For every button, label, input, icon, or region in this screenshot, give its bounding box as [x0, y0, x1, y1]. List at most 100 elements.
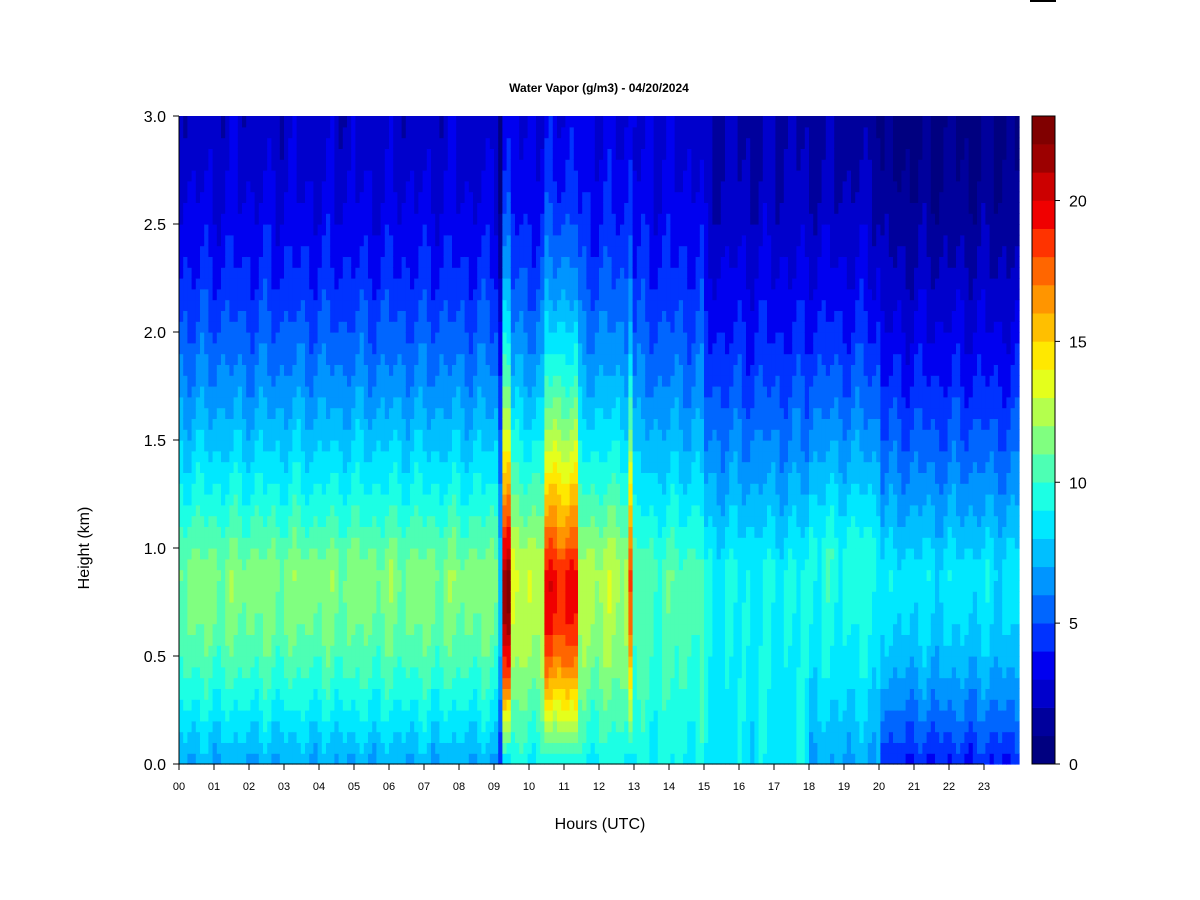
heatmap-cell: [426, 483, 432, 495]
heatmap-cell: [334, 245, 340, 257]
heatmap-cell: [405, 602, 411, 614]
heatmap-cell: [225, 634, 230, 646]
heatmap-cell: [510, 342, 516, 355]
heatmap-cell: [347, 256, 352, 268]
heatmap-cell: [305, 353, 310, 365]
heatmap-cell: [363, 526, 369, 538]
heatmap-cell: [300, 386, 306, 398]
heatmap-cell: [179, 332, 184, 344]
heatmap-cell: [313, 494, 319, 506]
heatmap-cell: [443, 137, 449, 149]
heatmap-cell: [263, 396, 268, 409]
heatmap-cell: [523, 558, 529, 571]
heatmap-cell: [473, 580, 478, 592]
heatmap-cell: [397, 591, 403, 603]
heatmap-cell: [330, 310, 335, 322]
heatmap-cell: [317, 699, 323, 711]
heatmap-cell: [334, 742, 340, 754]
heatmap-cell: [443, 332, 449, 344]
heatmap-cell: [426, 461, 432, 473]
heatmap-cell: [292, 504, 298, 517]
heatmap-cell: [435, 267, 440, 279]
heatmap-cell: [447, 569, 453, 581]
heatmap-cell: [216, 666, 222, 679]
heatmap-cell: [212, 504, 218, 517]
heatmap-cell: [523, 278, 529, 290]
heatmap-cell: [435, 418, 440, 430]
heatmap-cell: [363, 267, 369, 279]
heatmap-cell: [330, 720, 335, 733]
heatmap-cell: [435, 537, 440, 549]
heatmap-cell: [221, 742, 226, 754]
heatmap-cell: [384, 742, 390, 754]
heatmap-cell: [380, 515, 386, 527]
heatmap-cell: [443, 342, 449, 355]
heatmap-cell: [435, 256, 440, 268]
heatmap-cell: [355, 170, 361, 182]
heatmap-cell: [380, 645, 386, 657]
heatmap-cell: [330, 137, 335, 149]
heatmap-cell: [418, 569, 424, 581]
heatmap-cell: [368, 483, 373, 495]
heatmap-cell: [447, 353, 453, 365]
heatmap-cell: [326, 364, 331, 376]
heatmap-cell: [254, 332, 260, 344]
heatmap-cell: [372, 375, 377, 387]
heatmap-cell: [460, 267, 466, 279]
heatmap-cell: [292, 677, 298, 689]
heatmap-cell: [338, 364, 344, 376]
heatmap-cell: [347, 213, 352, 225]
heatmap-cell: [334, 753, 340, 765]
heatmap-cell: [263, 742, 268, 754]
heatmap-cell: [485, 742, 491, 754]
heatmap-cell: [233, 483, 239, 495]
heatmap-cell: [288, 483, 293, 495]
heatmap-cell: [179, 170, 184, 182]
heatmap-cell: [384, 126, 390, 139]
heatmap-cell: [431, 126, 436, 139]
heatmap-cell: [418, 472, 424, 484]
heatmap-cell: [477, 310, 482, 322]
heatmap-cell: [422, 342, 428, 355]
heatmap-cell: [372, 569, 377, 581]
heatmap-cell: [309, 591, 314, 603]
heatmap-cell: [200, 278, 205, 290]
heatmap-cell: [523, 548, 529, 560]
heatmap-cell: [405, 720, 411, 733]
heatmap-cell: [292, 526, 298, 538]
heatmap-cell: [212, 483, 218, 495]
heatmap-cell: [326, 332, 331, 344]
heatmap-cell: [477, 278, 482, 290]
heatmap-cell: [515, 677, 520, 689]
heatmap-cell: [389, 180, 394, 193]
heatmap-cell: [384, 720, 390, 733]
heatmap-cell: [527, 699, 533, 711]
heatmap-cell: [208, 137, 214, 149]
heatmap-cell: [191, 526, 197, 538]
heatmap-cell: [330, 537, 335, 549]
heatmap-cell: [292, 429, 298, 441]
heatmap-cell: [237, 753, 243, 765]
heatmap-cell: [355, 526, 361, 538]
heatmap-cell: [342, 710, 348, 722]
heatmap-cell: [326, 450, 331, 463]
heatmap-cell: [380, 710, 386, 722]
heatmap-cell: [376, 137, 382, 149]
heatmap-cell: [410, 418, 415, 430]
heatmap-cell: [527, 656, 533, 668]
heatmap-cell: [401, 126, 407, 139]
heatmap-cell: [338, 396, 344, 409]
heatmap-cell: [288, 364, 293, 376]
heatmap-cell: [351, 407, 356, 419]
heatmap-cell: [334, 213, 340, 225]
heatmap-cell: [477, 191, 482, 203]
heatmap-cell: [309, 396, 314, 409]
heatmap-cell: [401, 666, 407, 679]
heatmap-cell: [342, 170, 348, 182]
heatmap-cell: [380, 602, 386, 614]
heatmap-cell: [481, 278, 487, 290]
heatmap-cell: [279, 321, 285, 333]
heatmap-cell: [506, 440, 512, 452]
heatmap-cell: [212, 537, 218, 549]
heatmap-cell: [494, 116, 499, 128]
